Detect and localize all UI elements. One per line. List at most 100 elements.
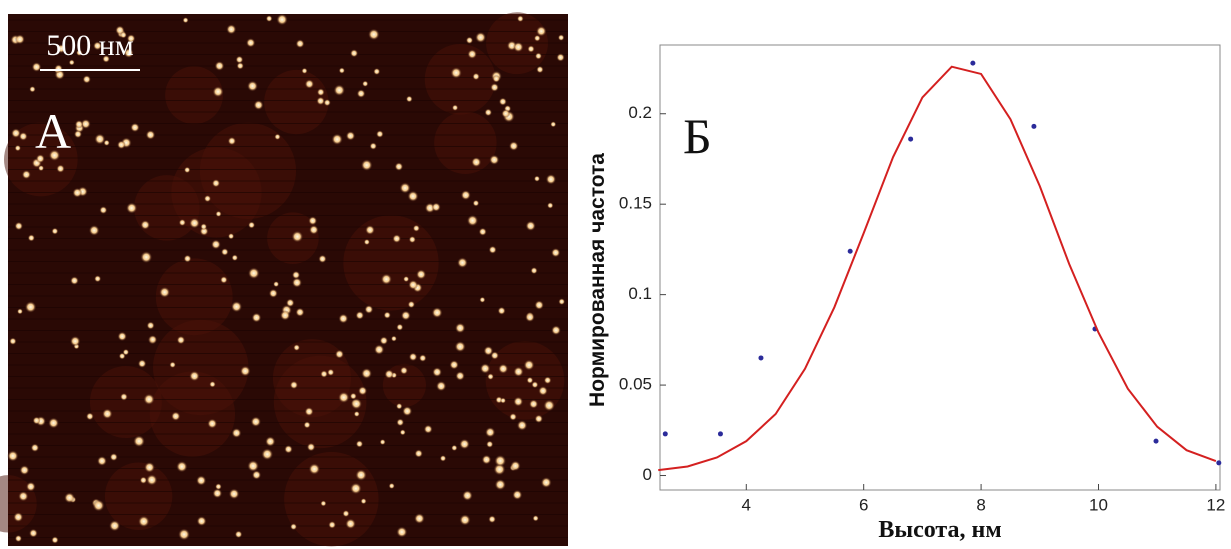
afm-particle [484, 108, 493, 117]
afm-particle [494, 479, 506, 491]
afm-particle [462, 490, 473, 501]
afm-particle [556, 53, 565, 62]
afm-particle [478, 227, 487, 236]
afm-particle [51, 536, 59, 544]
afm-particle [396, 323, 404, 331]
afm-particle [416, 269, 427, 280]
afm-particle [64, 492, 75, 504]
afm-particle [479, 296, 486, 303]
afm-patch [165, 66, 223, 125]
afm-particle [320, 370, 328, 378]
afm-particle [490, 83, 499, 92]
afm-particle [459, 438, 470, 450]
afm-particle [303, 421, 311, 429]
afm-particle [212, 86, 224, 98]
afm-particle [328, 520, 336, 529]
afm-particle [21, 169, 31, 180]
afm-particle [508, 141, 519, 151]
afm-particle [18, 491, 29, 502]
afm-particle [388, 482, 395, 490]
afm-particle [35, 154, 45, 164]
afm-particle [14, 534, 23, 543]
afm-particle [534, 300, 544, 310]
afm-particle [384, 369, 394, 379]
afm-particle [209, 381, 216, 388]
afm-particle [14, 221, 24, 231]
afm-particle [291, 270, 301, 280]
afm-particle [467, 49, 478, 59]
afm-particle [30, 443, 40, 453]
afm-particle [250, 416, 262, 427]
afm-particle [338, 313, 349, 324]
afm-particle [248, 221, 256, 229]
afm-particle [246, 38, 256, 48]
afm-particle [120, 392, 128, 401]
afm-particle [523, 359, 535, 371]
plot-frame [659, 44, 1221, 491]
afm-particle [498, 97, 507, 106]
afm-particle [390, 335, 397, 342]
afm-particle [481, 454, 492, 465]
afm-particle [331, 133, 343, 145]
afm-particle [414, 449, 423, 458]
afm-particle [9, 337, 17, 345]
afm-particle [235, 55, 244, 64]
afm-particle [119, 31, 127, 39]
afm-particle [363, 238, 370, 246]
afm-particle [251, 312, 262, 323]
afm-particle [247, 267, 260, 280]
afm-particle [402, 406, 413, 417]
afm-particle [488, 515, 496, 524]
afm-particle [171, 411, 181, 421]
afm-particle [364, 304, 374, 314]
panel-label: А [35, 103, 71, 159]
afm-particle [140, 251, 153, 264]
afm-particle [368, 28, 380, 41]
data-point [662, 431, 668, 437]
afm-particle [143, 393, 155, 405]
afm-particle [304, 79, 315, 89]
afm-particle [211, 179, 221, 188]
afm-particle [109, 453, 118, 462]
afm-particle [360, 498, 367, 505]
afm-particle [54, 64, 63, 73]
afm-particle [353, 410, 360, 418]
afm-particle [501, 109, 511, 118]
afm-particle [146, 474, 158, 486]
afm-particle [536, 25, 547, 37]
afm-particle [355, 469, 367, 481]
afm-particle [472, 72, 480, 81]
afm-particle [215, 483, 222, 490]
afm-particle [289, 380, 299, 390]
afm-particle [345, 518, 356, 530]
afm-particle [99, 206, 108, 215]
afm-particle [74, 120, 84, 129]
afm-particle [295, 307, 305, 317]
afm-particle [176, 335, 186, 345]
afm-particle [376, 130, 384, 138]
afm-particle [450, 67, 462, 79]
afm-particle [48, 417, 60, 429]
afm-particle [31, 62, 42, 72]
afm-particle [383, 311, 391, 319]
afm-particle [338, 67, 345, 74]
afm-particle [472, 199, 480, 207]
afm-particle [94, 275, 102, 283]
afm-particle [301, 67, 308, 74]
afm-particle [395, 402, 403, 410]
afm-particle [94, 133, 106, 145]
afm-particle [513, 366, 524, 377]
afm-particle [29, 86, 36, 93]
afm-particle [412, 224, 420, 232]
y-tick-label: 0 [643, 465, 652, 484]
afm-particle [318, 254, 327, 264]
afm-particle [407, 300, 416, 309]
afm-particle [350, 398, 363, 410]
x-tick-label: 6 [859, 495, 868, 514]
afm-particle [139, 476, 148, 484]
data-point [847, 248, 853, 254]
afm-particle [545, 174, 557, 185]
afm-particle [488, 245, 497, 254]
afm-particle [543, 399, 555, 412]
